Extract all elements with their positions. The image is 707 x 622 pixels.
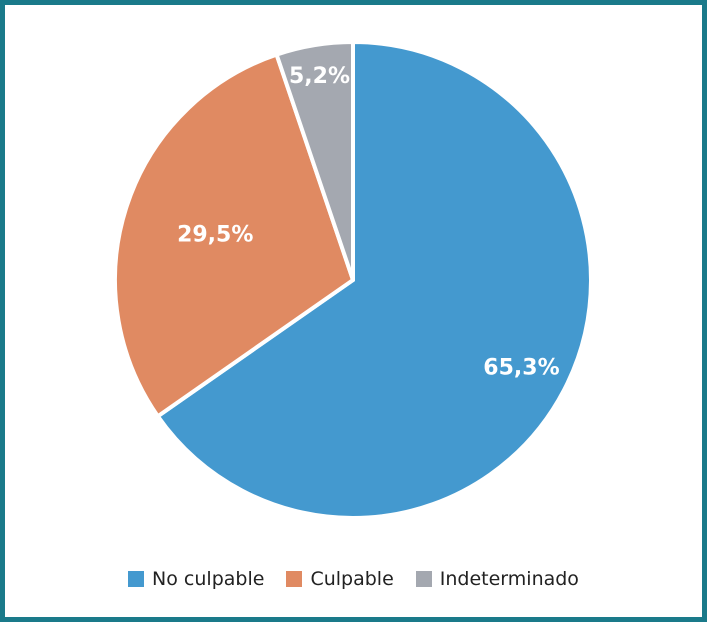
data-label-culpable: 29,5% [177,222,253,247]
legend: No culpable Culpable Indeterminado [0,568,707,590]
legend-item-culpable: Culpable [286,568,394,590]
legend-label-culpable: Culpable [310,568,394,590]
legend-item-no-culpable: No culpable [128,568,264,590]
data-label-indeterminado: 5,2% [289,64,350,89]
data-label-no-culpable: 65,3% [483,355,559,380]
pie-slice-indeterminado [274,40,355,282]
pie-slice-no-culpable [155,40,593,520]
legend-swatch-indeterminado [415,571,432,587]
legend-swatch-no-culpable [128,571,145,587]
legend-label-indeterminado: Indeterminado [439,568,579,590]
legend-label-no-culpable: No culpable [152,568,265,590]
legend-item-indeterminado: Indeterminado [415,568,579,590]
legend-swatch-culpable [286,571,303,587]
pie-slice-culpable [113,52,355,419]
